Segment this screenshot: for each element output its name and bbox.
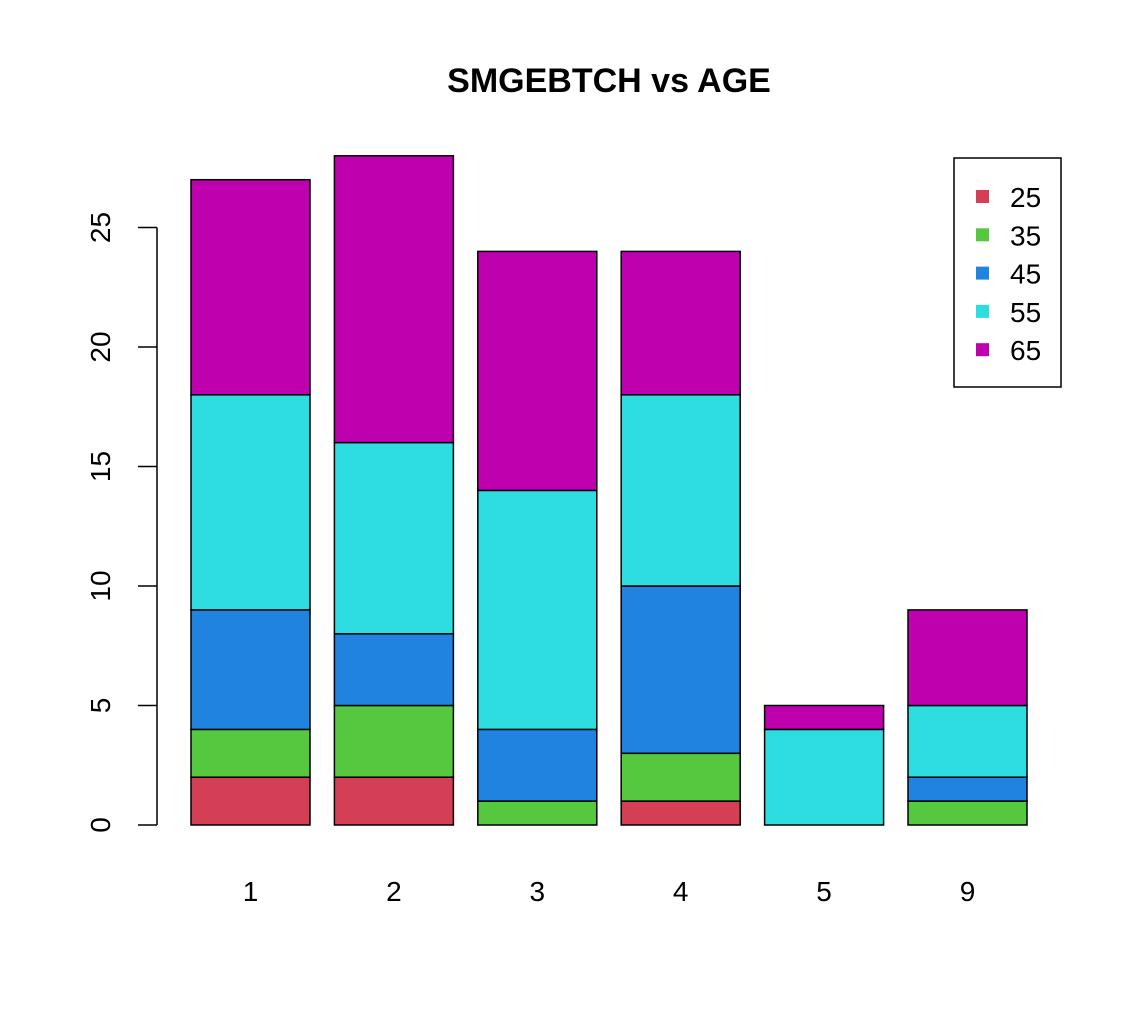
- bar-segment-4-55: [620, 394, 741, 587]
- x-tick-label: 9: [960, 876, 976, 907]
- y-axis: 0 5 10 15 20 25: [85, 212, 158, 833]
- legend-swatch-35: [976, 228, 989, 242]
- bar-segment-4-35: [620, 752, 741, 802]
- legend-label-45: 45: [1010, 259, 1041, 290]
- legend-swatch-25: [976, 190, 989, 203]
- bar-segment-1-45: [190, 609, 311, 731]
- bar-segment-3-45: [477, 728, 598, 802]
- legend-box: [953, 157, 1062, 388]
- y-tick-label: 5: [85, 698, 116, 714]
- legend-swatch-55: [976, 304, 989, 318]
- y-tick-label: 20: [85, 331, 116, 362]
- chart-title: SMGEBTCH vs AGE: [447, 62, 771, 100]
- bar-segment-2-25: [333, 776, 455, 826]
- bar-segment-1-55: [190, 394, 311, 611]
- x-tick-label: 1: [243, 876, 259, 907]
- y-tick-label: 15: [85, 451, 116, 482]
- y-tick-label: 0: [85, 817, 116, 833]
- legend-label-25: 25: [1010, 182, 1041, 213]
- legend-label-35: 35: [1010, 220, 1041, 251]
- legend-swatch-65: [976, 343, 989, 357]
- bar-segment-5-55: [763, 728, 885, 826]
- bar-segment-1-25: [190, 776, 311, 826]
- bar-segment-9-65: [907, 609, 1028, 707]
- bar-segment-2-55: [333, 441, 455, 635]
- bars: [190, 155, 1028, 826]
- bar-segment-5-65: [763, 704, 885, 731]
- bar-segment-3-65: [477, 250, 598, 492]
- bar-segment-4-65: [620, 250, 741, 396]
- bar-segment-4-45: [620, 585, 741, 755]
- bar-segment-3-55: [477, 489, 598, 731]
- y-tick-label: 25: [85, 212, 116, 243]
- bar-segment-3-35: [477, 800, 598, 826]
- x-axis-labels: 1 2 3 4 5 9: [243, 876, 976, 907]
- x-tick-label: 3: [530, 876, 546, 907]
- bar-segment-9-55: [907, 704, 1028, 778]
- legend-label-55: 55: [1010, 297, 1041, 328]
- legend: 25 35 45 55 65: [953, 157, 1062, 388]
- y-tick-label: 10: [85, 570, 116, 601]
- bar-segment-1-65: [190, 178, 311, 396]
- bar-segment-9-45: [907, 776, 1028, 802]
- x-tick-label: 4: [673, 876, 689, 907]
- x-tick-label: 5: [816, 876, 832, 907]
- legend-label-65: 65: [1010, 335, 1041, 366]
- bar-segment-2-35: [333, 704, 455, 778]
- x-tick-label: 2: [386, 876, 402, 907]
- bar-segment-9-35: [907, 800, 1028, 826]
- bar-segment-4-25: [620, 800, 741, 826]
- bar-segment-2-45: [333, 633, 455, 707]
- bar-segment-2-65: [333, 155, 455, 444]
- bar-segment-1-35: [190, 728, 311, 778]
- legend-swatch-45: [976, 266, 989, 280]
